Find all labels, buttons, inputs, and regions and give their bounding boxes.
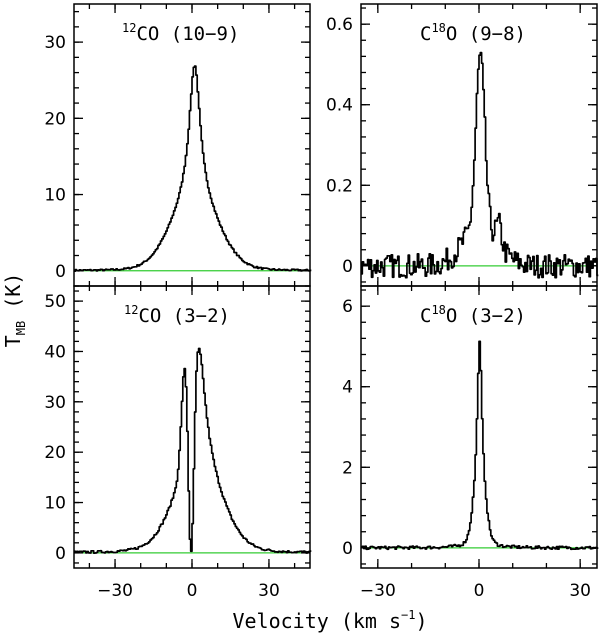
y-tick-label: 4 [342, 378, 353, 398]
y-tick-label: 0 [55, 262, 66, 282]
spectrum-line [74, 65, 312, 273]
title-12co-3-2: 12CO (3−2) [124, 303, 230, 327]
plot-frame [360, 285, 598, 569]
x-tick-label: 30 [569, 581, 591, 601]
panel-c18o-3-2: 0 2 4 6 −30 0 30 [342, 285, 599, 601]
panel-12co-10-9: 0 10 20 30 [44, 3, 312, 287]
y-tick-label: 0.2 [326, 176, 353, 196]
title-c18o-3-2: C18O (3−2) [420, 303, 526, 327]
y-tick-label: 50 [44, 292, 66, 312]
x-tick-label: 30 [258, 581, 280, 601]
panel-c18o-9-8: 0 0.2 0.4 0.6 [326, 3, 599, 287]
x-tick-label: −30 [360, 581, 396, 601]
title-c18o-9-8: C18O (9−8) [420, 21, 526, 45]
plot-frame [360, 3, 598, 287]
y-axis-label: TMB (K) [1, 273, 28, 348]
y-tick-label: 0 [342, 257, 353, 277]
x-tick-label: 0 [187, 581, 198, 601]
y-tick-label: 0.4 [326, 96, 353, 116]
y-tick-label: 0 [55, 544, 66, 564]
y-tick-label: 20 [44, 109, 66, 129]
spectrum-line [74, 347, 312, 554]
y-tick-label: 30 [44, 33, 66, 53]
y-tick-label: 0.6 [326, 15, 353, 35]
y-tick-label: 10 [44, 186, 66, 206]
y-tick-label: 20 [44, 443, 66, 463]
panel-12co-3-2: 0 10 20 30 40 50 −30 0 30 [44, 285, 312, 601]
x-axis-label: Velocity (km s−1) [232, 608, 427, 633]
y-tick-label: 30 [44, 393, 66, 413]
y-tick-label: 40 [44, 342, 66, 362]
y-tick-label: 10 [44, 494, 66, 514]
spectrum-line [361, 51, 599, 279]
y-tick-label: 0 [342, 539, 353, 559]
y-tick-label: 2 [342, 458, 353, 478]
y-tick-label: 6 [342, 297, 353, 317]
title-12co-10-9: 12CO (10−9) [122, 21, 239, 45]
plot-frame [73, 3, 311, 287]
x-tick-label: −30 [97, 581, 133, 601]
spectrum-line [361, 340, 599, 551]
x-tick-label: 0 [474, 581, 485, 601]
